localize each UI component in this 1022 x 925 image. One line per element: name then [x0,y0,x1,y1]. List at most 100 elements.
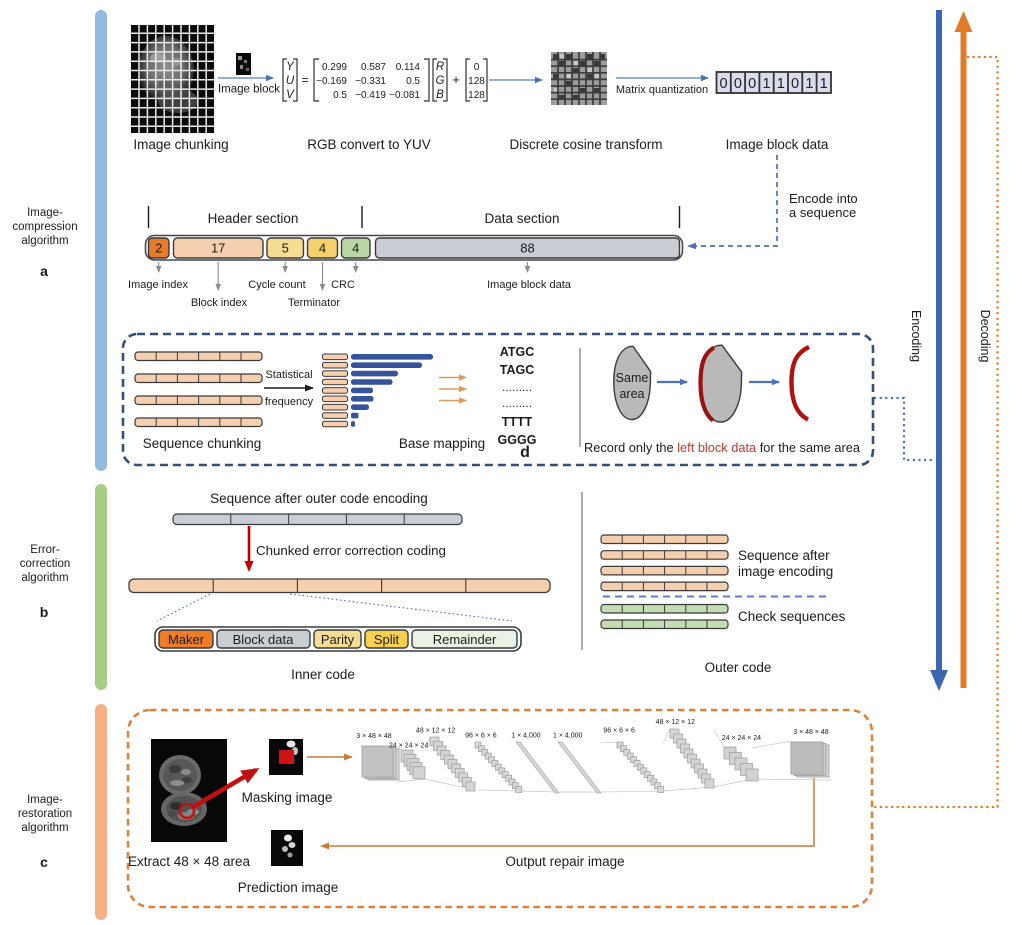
svg-text:Masking image: Masking image [242,790,333,805]
svg-text:0: 0 [734,76,742,92]
svg-text:Y: Y [286,61,295,73]
svg-text:0.5: 0.5 [406,76,420,87]
svg-text:GGGG: GGGG [498,433,537,447]
svg-text:1 × 4,000: 1 × 4,000 [553,733,582,740]
svg-text:c: c [40,854,48,870]
svg-text:Base mapping: Base mapping [399,436,485,451]
svg-text:0.587: 0.587 [361,62,386,73]
svg-text:Check sequences: Check sequences [738,609,846,624]
svg-text:Data section: Data section [484,211,559,226]
svg-text:a: a [40,263,48,279]
svg-text:0: 0 [474,62,480,73]
svg-text:1: 1 [762,76,770,92]
svg-text:0: 0 [720,76,728,92]
svg-text:17: 17 [211,241,225,256]
svg-text:B: B [436,89,444,101]
svg-text:1: 1 [805,76,813,92]
svg-text:Image block data: Image block data [726,137,829,152]
svg-text:algorithm: algorithm [21,235,68,247]
svg-text:Block index: Block index [191,297,248,309]
svg-text:Inner code: Inner code [291,667,355,682]
svg-text:RGB convert to YUV: RGB convert to YUV [307,137,431,152]
svg-text:Split: Split [374,632,400,647]
svg-text:Error-: Error- [30,544,60,556]
svg-text:88: 88 [520,241,534,256]
svg-text:Discrete cosine transform: Discrete cosine transform [509,137,662,152]
svg-text:Image block data: Image block data [487,279,572,291]
svg-text:Encode into: Encode into [789,191,858,206]
svg-text:Image index: Image index [128,279,188,291]
svg-text:1: 1 [777,76,785,92]
svg-text:R: R [436,61,444,73]
svg-text:Image chunking: Image chunking [133,137,228,152]
svg-text:1 × 4,000: 1 × 4,000 [511,733,540,740]
svg-text:algorithm: algorithm [21,572,68,584]
svg-text:0.114: 0.114 [396,62,421,73]
svg-text:Parity: Parity [321,632,355,647]
svg-text:−0.081: −0.081 [389,90,420,101]
svg-text:2: 2 [155,241,162,256]
svg-text:.........: ......... [502,396,532,410]
svg-text:G: G [436,75,445,87]
svg-text:96 × 6 × 6: 96 × 6 × 6 [465,733,497,740]
svg-text:TTTT: TTTT [502,415,533,429]
svg-text:128: 128 [468,90,485,101]
svg-text:frequency: frequency [265,396,314,408]
svg-text:d: d [520,444,530,461]
svg-text:0: 0 [791,76,799,92]
svg-text:Matrix quantization: Matrix quantization [616,84,708,96]
svg-text:Sequence after outer code enco: Sequence after outer code encoding [210,491,428,506]
svg-text:compression: compression [12,221,77,233]
svg-text:Header section: Header section [208,211,299,226]
svg-text:5: 5 [282,241,289,256]
svg-text:Maker: Maker [168,632,205,647]
svg-text:−0.169: −0.169 [316,76,347,87]
svg-text:Chunked error correction codin: Chunked error correction coding [256,543,446,558]
svg-text:48 × 12 × 12: 48 × 12 × 12 [416,728,455,735]
svg-text:Block data: Block data [233,632,294,647]
svg-text:restoration: restoration [18,808,72,820]
svg-text:48 × 12 × 12: 48 × 12 × 12 [656,719,695,726]
svg-text:Terminator: Terminator [288,297,340,309]
svg-text:24 × 24 × 24: 24 × 24 × 24 [389,743,428,750]
svg-text:1: 1 [820,76,828,92]
svg-text:V: V [286,89,295,101]
svg-text:Prediction image: Prediction image [238,880,339,895]
svg-text:−0.331: −0.331 [355,76,386,87]
svg-text:Outer code: Outer code [705,660,772,675]
svg-text:Decoding: Decoding [978,310,992,363]
svg-text:0: 0 [748,76,756,92]
svg-text:128: 128 [468,76,485,87]
svg-text:Image-: Image- [27,794,63,806]
svg-text:correction: correction [20,558,71,570]
svg-text:Cycle count: Cycle count [248,279,305,291]
svg-text:TAGC: TAGC [500,363,535,377]
svg-text:Extract 48 × 48 area: Extract 48 × 48 area [128,854,250,869]
svg-text:3 × 48 × 48: 3 × 48 × 48 [356,733,392,740]
svg-text:Remainder: Remainder [433,632,497,647]
svg-text:U: U [286,75,295,87]
svg-text:Record only the left block dat: Record only the left block data for the … [584,440,861,455]
svg-text:Sequence chunking: Sequence chunking [143,436,262,451]
svg-text:96 × 6 × 6: 96 × 6 × 6 [603,728,635,735]
svg-text:Image-: Image- [27,207,63,219]
svg-text:algorithm: algorithm [21,822,68,834]
svg-text:ATGC: ATGC [500,345,535,359]
svg-text:4: 4 [319,241,326,256]
svg-text:Encoding: Encoding [909,310,923,362]
svg-text:CRC: CRC [331,279,355,291]
svg-text:Image block: Image block [218,84,280,96]
svg-text:+: + [452,72,460,87]
svg-text:−0.419: −0.419 [355,90,386,101]
svg-text:a sequence: a sequence [789,205,856,220]
svg-text:0.299: 0.299 [322,62,347,73]
svg-text:area: area [619,387,644,401]
svg-text:3 × 48 × 48: 3 × 48 × 48 [793,729,829,736]
svg-text:Same: Same [616,371,649,385]
svg-text:0.5: 0.5 [333,90,347,101]
svg-text:b: b [40,604,49,620]
svg-text:=: = [301,73,308,87]
svg-text:Sequence after image encod: Sequence after image encoding [738,547,834,579]
svg-text:Statistical: Statistical [265,369,312,381]
svg-text:24 × 24 × 24: 24 × 24 × 24 [722,735,761,742]
